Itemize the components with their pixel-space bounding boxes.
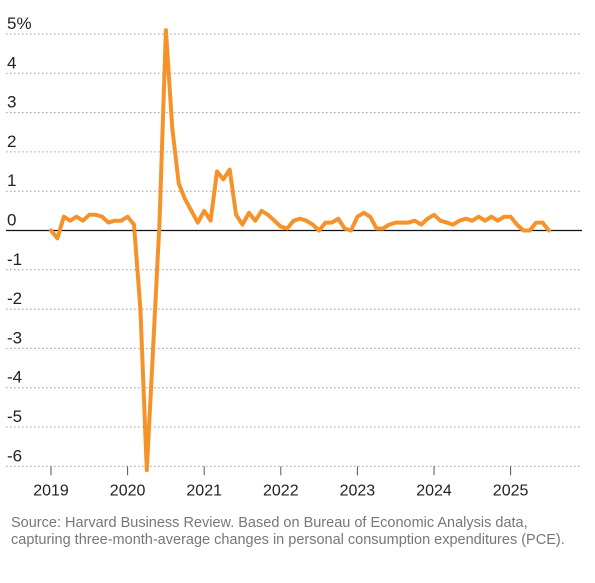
y-tick-label: -6 xyxy=(7,446,22,465)
y-tick-label: -1 xyxy=(7,250,22,269)
y-tick-label: 2 xyxy=(7,132,16,151)
y-tick-label: -4 xyxy=(7,368,22,387)
y-tick-label: 1 xyxy=(7,171,16,190)
x-tick-label: 2022 xyxy=(263,482,299,499)
pce-line-chart: 5% 4 3 2 1 0 -1 -2 -3 -4 -5 -6 2019 2020 2021 2022 2023… xyxy=(6,14,582,499)
x-tick-label: 2025 xyxy=(493,482,529,499)
y-tick-label: 3 xyxy=(7,93,16,112)
y-tick-label: 4 xyxy=(7,53,16,72)
y-tick-label: 5% xyxy=(7,14,32,33)
x-tick-label: 2020 xyxy=(110,482,146,499)
y-axis-ticks: 5% 4 3 2 1 0 -1 -2 -3 -4 -5 -6 xyxy=(7,14,32,465)
x-tick-label: 2021 xyxy=(186,482,222,499)
y-tick-label: 0 xyxy=(7,211,16,230)
x-tick-label: 2019 xyxy=(33,482,69,499)
y-tick-label: -2 xyxy=(7,289,22,308)
y-tick-label: -3 xyxy=(7,328,22,347)
source-note: Source: Harvard Business Review. Based o… xyxy=(11,515,565,548)
x-tick-label: 2024 xyxy=(416,482,452,499)
y-grid xyxy=(6,33,582,467)
y-tick-label: -5 xyxy=(7,407,22,426)
series-line xyxy=(49,28,551,473)
x-axis: 2019 2020 2021 2022 2023 2024 2025 xyxy=(33,466,528,499)
x-tick-label: 2023 xyxy=(340,482,376,499)
